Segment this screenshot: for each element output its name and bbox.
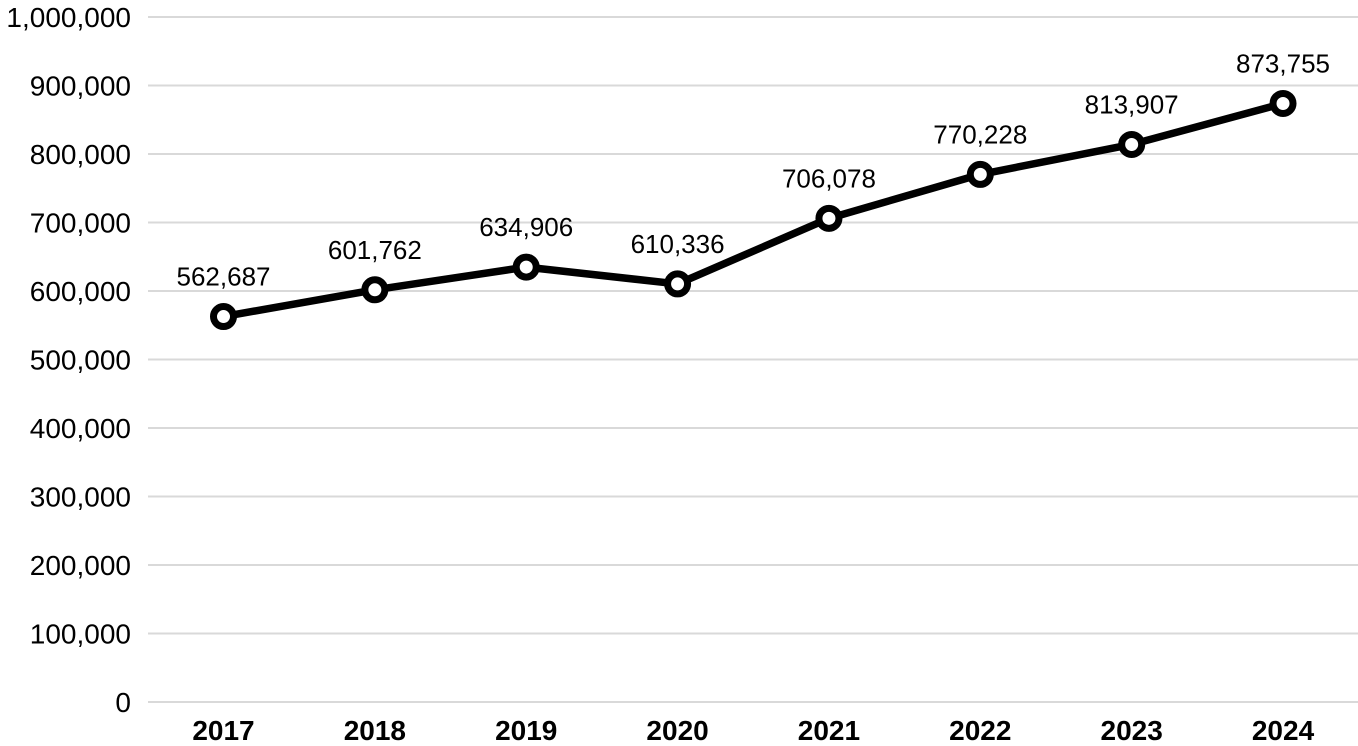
data-point-label: 634,906 — [479, 212, 573, 242]
y-axis-tick-label: 0 — [115, 687, 131, 718]
data-point-label: 601,762 — [328, 235, 422, 265]
y-axis-tick-label: 200,000 — [30, 550, 131, 581]
data-point-label: 562,687 — [177, 262, 271, 292]
y-axis-tick-label: 1,000,000 — [6, 2, 131, 33]
x-axis-tick-label: 2019 — [495, 715, 557, 746]
y-axis-tick-label: 600,000 — [30, 276, 131, 307]
data-point-label: 706,078 — [782, 163, 876, 193]
x-axis-tick-label: 2021 — [798, 715, 860, 746]
data-point-marker — [210, 303, 237, 331]
y-axis-tick-label: 500,000 — [30, 345, 131, 376]
x-axis-tick-label: 2022 — [949, 715, 1011, 746]
data-point-label: 610,336 — [631, 229, 725, 259]
data-point-marker — [1118, 130, 1146, 158]
data-point-marker — [966, 160, 994, 188]
data-point-marker — [664, 270, 692, 298]
data-point-label: 813,907 — [1085, 89, 1179, 119]
data-point-marker — [361, 276, 389, 304]
y-axis-tick-label: 100,000 — [30, 619, 131, 650]
x-axis-tick-label: 2024 — [1252, 715, 1315, 746]
y-axis-tick-label: 900,000 — [30, 71, 131, 102]
x-axis-tick-label: 2020 — [646, 715, 708, 746]
y-axis-tick-label: 800,000 — [30, 139, 131, 170]
data-point-marker — [1269, 89, 1297, 117]
x-axis-tick-label: 2017 — [192, 715, 254, 746]
x-axis-tick-label: 2023 — [1101, 715, 1163, 746]
y-axis-tick-label: 300,000 — [30, 482, 131, 513]
y-axis-tick-label: 400,000 — [30, 413, 131, 444]
data-point-label: 770,228 — [933, 119, 1027, 149]
data-point-label: 873,755 — [1236, 48, 1330, 78]
data-point-marker — [815, 204, 843, 232]
x-axis-tick-label: 2018 — [344, 715, 406, 746]
y-axis-tick-label: 700,000 — [30, 208, 131, 239]
series-line — [219, 99, 1287, 321]
data-point-marker — [512, 253, 540, 281]
